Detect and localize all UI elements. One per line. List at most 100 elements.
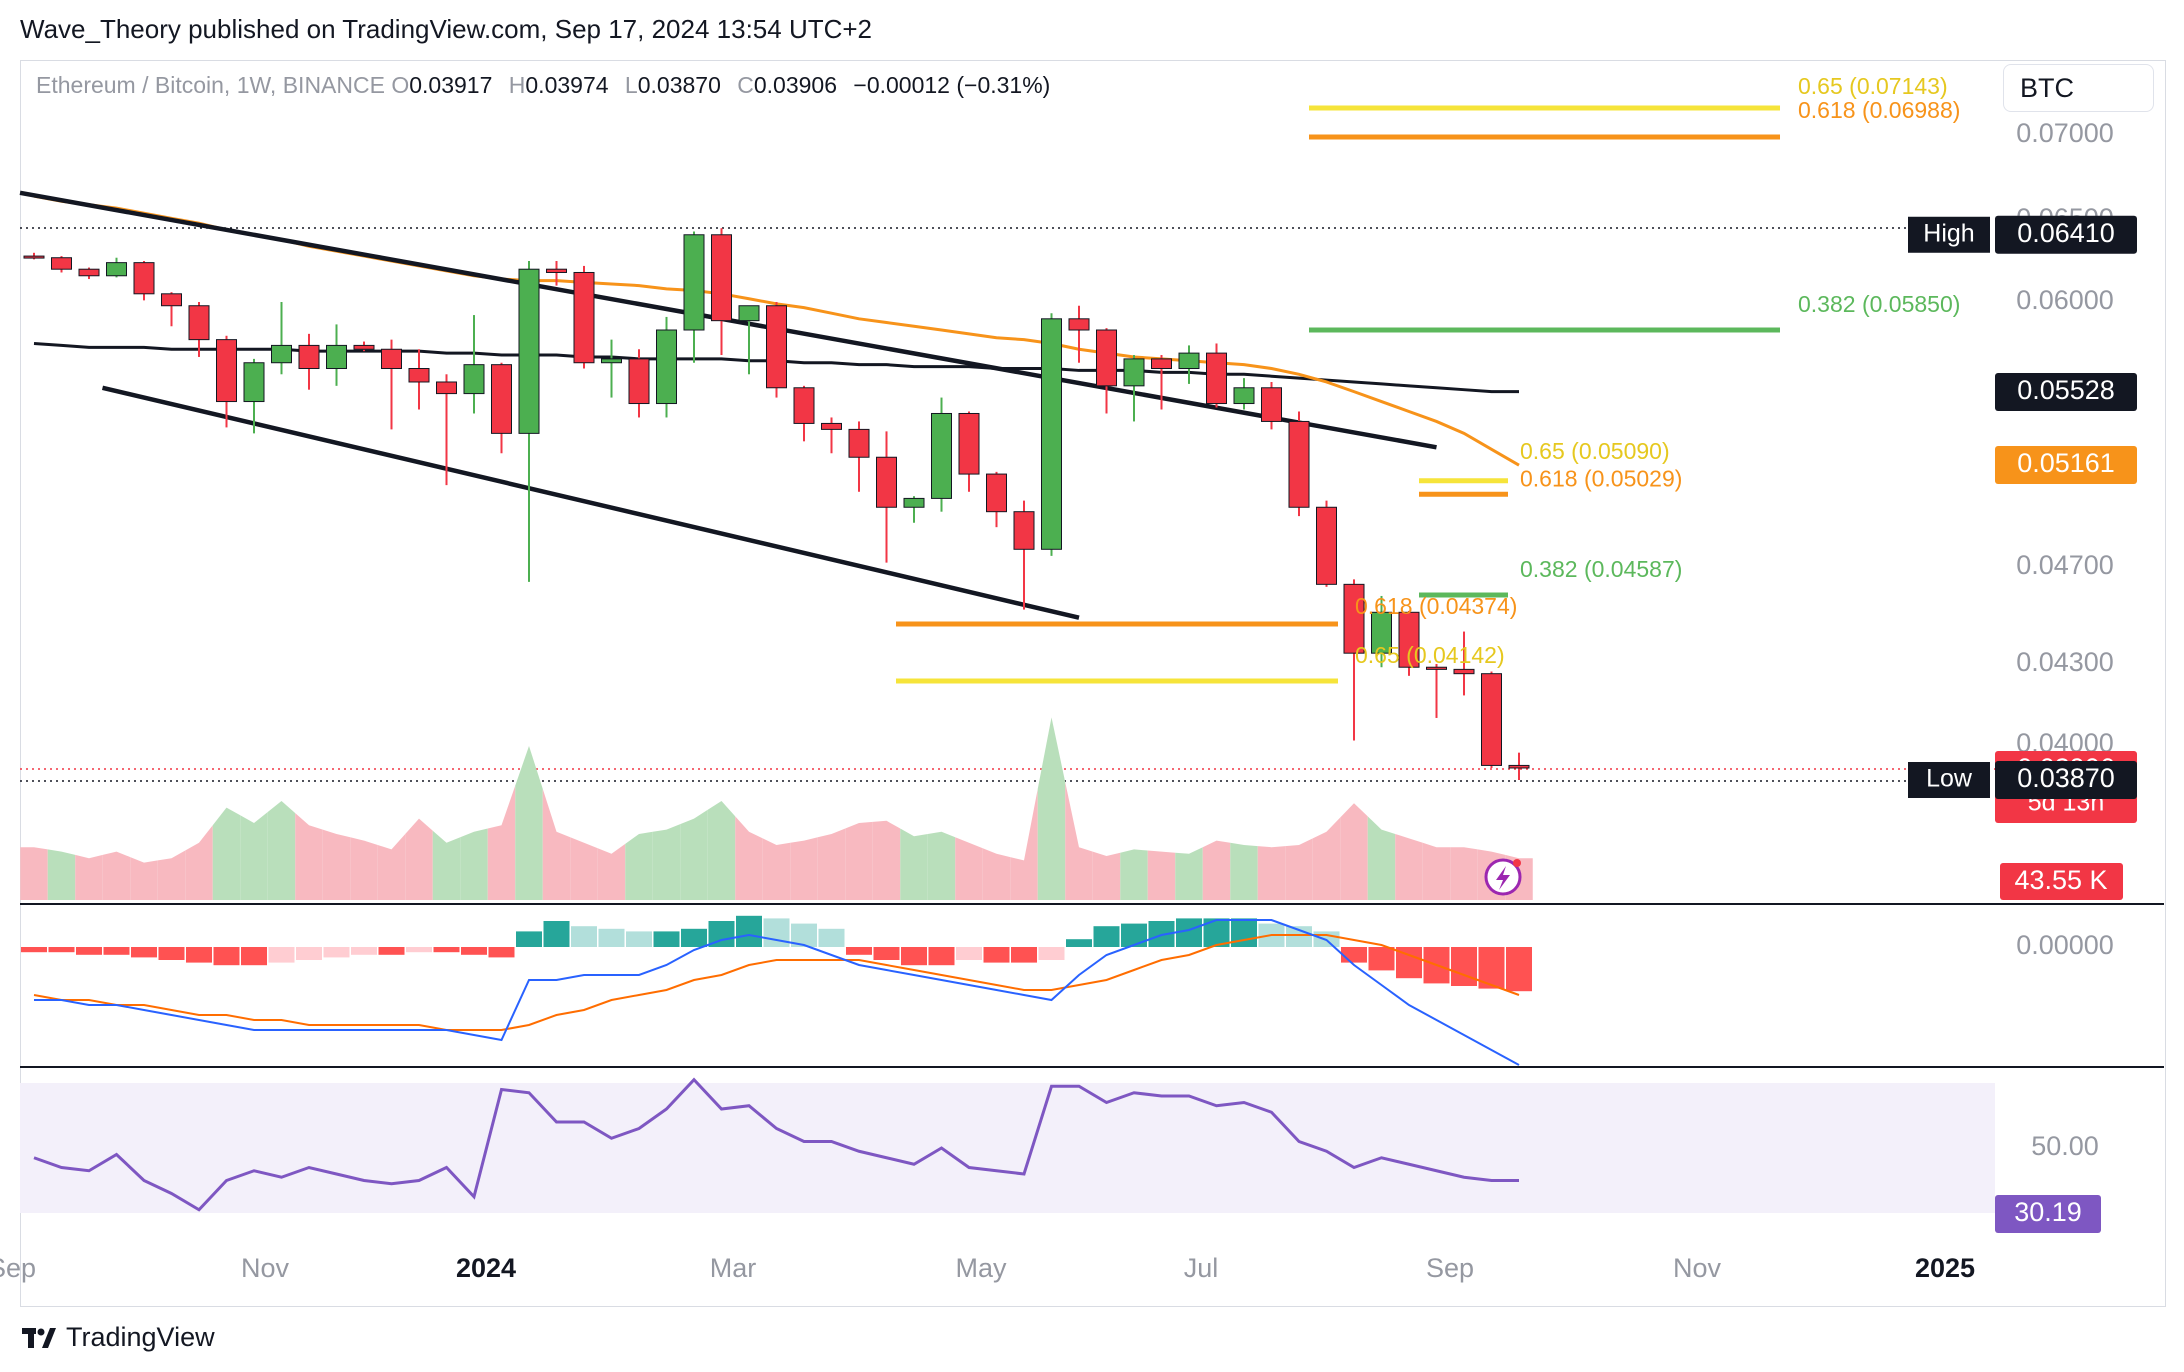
candle[interactable] (711, 234, 732, 322)
macd-histogram-bar (956, 947, 982, 960)
macd-histogram-bar (433, 947, 460, 953)
candle[interactable] (1206, 352, 1227, 405)
candle[interactable] (738, 305, 760, 322)
candle[interactable] (1481, 673, 1502, 766)
time-axis-label: Nov (241, 1253, 290, 1283)
volume-bar (47, 849, 76, 900)
symbol-name[interactable]: Ethereum / Bitcoin, 1W, BINANCE (36, 72, 385, 98)
candle[interactable] (931, 412, 952, 499)
candle[interactable] (298, 344, 320, 370)
high-key: H (508, 72, 526, 98)
volume-bar (1285, 838, 1313, 900)
candle[interactable] (821, 422, 842, 430)
macd-histogram-bar (103, 947, 130, 955)
macd-histogram-bar (1066, 939, 1092, 947)
macd-histogram-bar (983, 947, 1010, 963)
volume-bar (515, 746, 543, 900)
candle[interactable] (903, 497, 925, 508)
volume-bar (240, 812, 268, 900)
candle[interactable] (601, 358, 622, 364)
volume-bar (570, 837, 598, 900)
candle[interactable] (271, 344, 292, 364)
candle[interactable] (986, 473, 1007, 513)
volume-bar (1450, 847, 1478, 900)
fib-label: 0.382 (0.04587) (1520, 556, 1682, 582)
candle[interactable] (546, 268, 567, 273)
volume-bar (185, 825, 213, 900)
candle[interactable] (1508, 764, 1530, 769)
lower-trendline[interactable] (101, 385, 1080, 620)
time-axis-label: Sep (0, 1253, 36, 1283)
candle[interactable] (491, 364, 512, 434)
tradingview-logo[interactable]: TradingView (22, 1322, 215, 1353)
volume-bar (267, 801, 296, 900)
volume-bar (377, 834, 406, 900)
candle[interactable] (326, 344, 347, 370)
candle[interactable] (1316, 506, 1337, 585)
candle[interactable] (683, 234, 705, 331)
macd-histogram-bar (736, 915, 762, 947)
macd-histogram-bar (76, 947, 102, 955)
candle[interactable] (133, 262, 155, 295)
candle[interactable] (958, 412, 980, 475)
candle[interactable] (1013, 511, 1035, 550)
candle[interactable] (243, 362, 265, 403)
candle[interactable] (106, 262, 127, 277)
candle[interactable] (1068, 318, 1090, 331)
macd-histogram-bar (873, 947, 900, 960)
candle[interactable] (573, 271, 595, 364)
candle[interactable] (1151, 358, 1172, 370)
macd-histogram-bar (818, 928, 845, 947)
time-axis-label: Mar (710, 1253, 757, 1283)
candle[interactable] (656, 329, 677, 405)
candle[interactable] (78, 268, 100, 277)
candle[interactable] (23, 255, 45, 259)
candle[interactable] (1371, 611, 1392, 654)
macd-histogram-bar (1093, 926, 1120, 947)
candle[interactable] (408, 368, 430, 383)
candle[interactable] (1343, 583, 1365, 654)
chart-frame (20, 60, 2166, 1307)
candle[interactable] (876, 456, 897, 508)
candle[interactable] (51, 257, 72, 270)
candle[interactable] (436, 381, 457, 395)
candle[interactable] (463, 364, 485, 395)
candle[interactable] (1123, 358, 1145, 387)
candle[interactable] (1178, 352, 1200, 370)
candle[interactable] (1041, 318, 1062, 550)
candle[interactable] (1453, 668, 1475, 675)
time-axis-label: Nov (1673, 1253, 1722, 1283)
macd-histogram-bar (1506, 947, 1532, 992)
currency-button[interactable]: BTC (2003, 64, 2154, 112)
volume-bar (130, 857, 158, 900)
candle[interactable] (1096, 329, 1117, 387)
price-badge-value: 0.05161 (2017, 448, 2115, 478)
candle[interactable] (1398, 611, 1420, 668)
macd-histogram-bar (461, 947, 487, 955)
macd-histogram-bar (846, 947, 872, 955)
candle[interactable] (1426, 666, 1447, 670)
volume-bar (20, 847, 48, 900)
low-value: 0.03870 (637, 72, 721, 98)
candle[interactable] (518, 268, 540, 434)
volume-bar (295, 813, 323, 900)
rsi-badge (1995, 1195, 2101, 1233)
candle[interactable] (381, 348, 402, 370)
candle[interactable] (766, 305, 787, 389)
macd-histogram-bar (598, 928, 625, 947)
volume-bar (597, 843, 626, 900)
candle[interactable] (1233, 387, 1255, 405)
macd-histogram-bar (1451, 947, 1477, 986)
candle[interactable] (848, 428, 870, 458)
candle[interactable] (793, 387, 815, 424)
candle[interactable] (1288, 420, 1310, 508)
candle[interactable] (188, 305, 210, 341)
candle[interactable] (628, 358, 650, 405)
candle[interactable] (161, 293, 182, 307)
candle[interactable] (353, 344, 375, 350)
macd-histogram-bar (516, 931, 542, 947)
volume-badge-text: 43.55 K (2014, 865, 2107, 895)
candle[interactable] (216, 339, 237, 403)
candle[interactable] (1261, 387, 1282, 422)
